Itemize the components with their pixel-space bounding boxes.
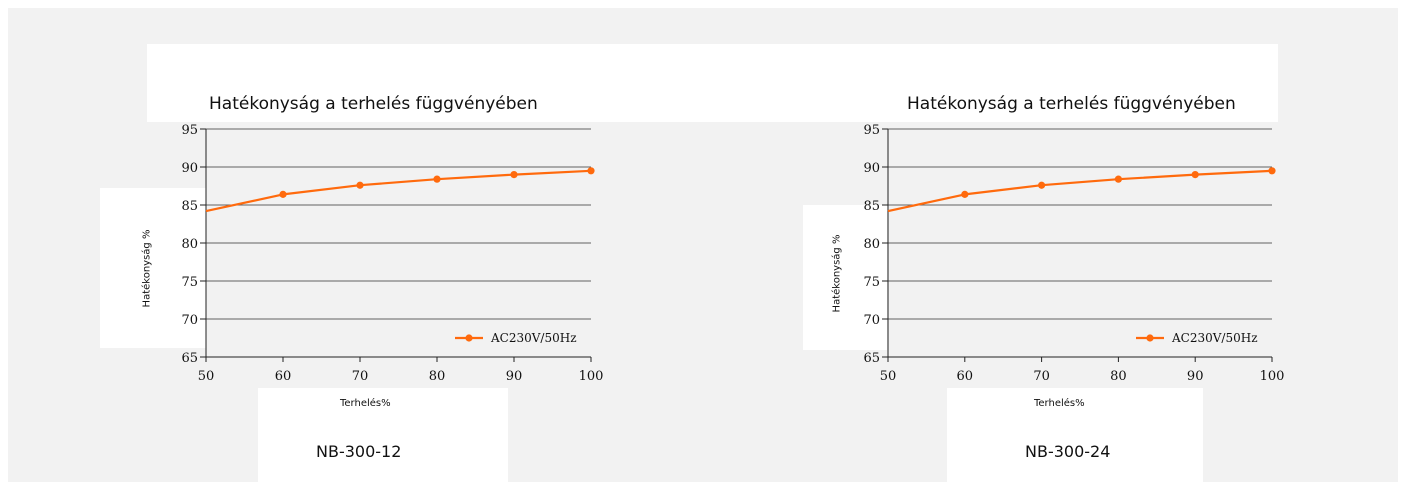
title-panel [147, 44, 1278, 122]
y-tick-label: 70 [863, 313, 880, 328]
ylabel-panel-left [100, 188, 206, 348]
y-tick-label: 90 [181, 161, 198, 176]
x-tick-label: 50 [198, 369, 215, 384]
x-tick-label: 60 [275, 369, 292, 384]
legend-label: AC230V/50Hz [490, 331, 577, 345]
y-tick-label: 70 [181, 313, 198, 328]
x-tick-label: 80 [1110, 369, 1127, 384]
x-axis-title: Terhelés% [1034, 398, 1085, 409]
model-label: NB-300-24 [1025, 442, 1111, 461]
y-tick-label: 75 [181, 275, 198, 290]
legend-label: AC230V/50Hz [1171, 331, 1258, 345]
x-tick-label: 50 [880, 369, 897, 384]
model-label: NB-300-12 [316, 442, 402, 461]
x-tick-label: 70 [352, 369, 369, 384]
ylabel-panel-right [803, 205, 887, 350]
chart-title: Hatékonyság a terhelés függvényében [209, 94, 538, 114]
x-tick-label: 90 [1187, 369, 1204, 384]
y-tick-label: 85 [863, 199, 880, 214]
x-axis-title: Terhelés% [340, 398, 391, 409]
y-tick-label: 80 [863, 237, 880, 252]
data-point [1191, 171, 1199, 179]
y-tick-label: 80 [181, 237, 198, 252]
data-point [1038, 181, 1046, 189]
data-point [356, 181, 364, 189]
y-tick-label: 85 [181, 199, 198, 214]
data-point [1114, 175, 1122, 183]
data-point [961, 190, 969, 198]
y-tick-label: 75 [863, 275, 880, 290]
legend-swatch-marker [1146, 334, 1154, 342]
chart-title: Hatékonyság a terhelés függvényében [907, 94, 1236, 114]
x-tick-label: 90 [506, 369, 523, 384]
y-tick-label: 95 [181, 123, 198, 138]
data-point [1268, 167, 1276, 175]
data-point [587, 167, 595, 175]
x-tick-label: 100 [1260, 369, 1285, 384]
y-axis-title: Hatékonyság % [831, 234, 843, 313]
series-line [887, 169, 1273, 213]
x-tick-label: 100 [579, 369, 604, 384]
caption-panel-right [947, 388, 1203, 482]
y-tick-label: 65 [863, 351, 880, 366]
x-tick-label: 60 [957, 369, 974, 384]
y-tick-label: 95 [863, 123, 880, 138]
y-tick-label: 90 [863, 161, 880, 176]
data-point [510, 171, 518, 179]
data-point [279, 190, 287, 198]
x-tick-label: 70 [1033, 369, 1050, 384]
legend-swatch-marker [465, 334, 473, 342]
x-tick-label: 80 [429, 369, 446, 384]
series-line [205, 169, 592, 213]
caption-panel-left [258, 388, 508, 482]
y-tick-label: 65 [181, 351, 198, 366]
data-point [433, 175, 441, 183]
